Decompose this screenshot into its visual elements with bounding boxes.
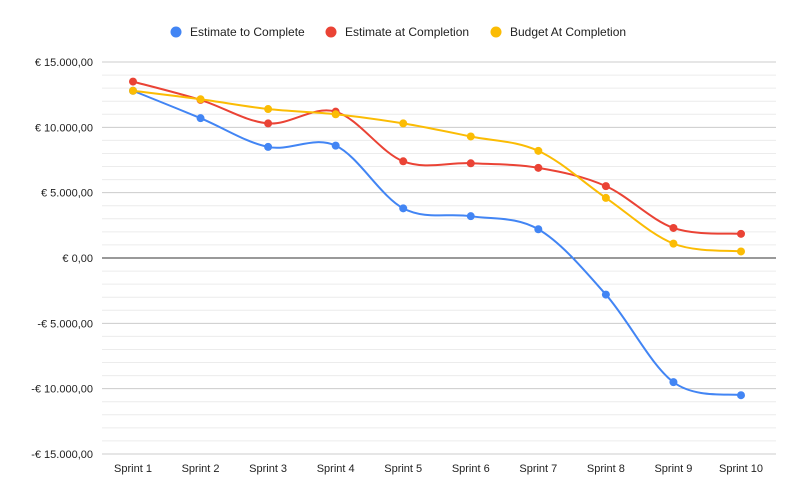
data-point [601, 193, 610, 202]
legend-swatch [170, 26, 182, 38]
x-tick-label: Sprint 8 [587, 463, 625, 475]
legend: Estimate to Complete Estimate at Completi… [170, 25, 626, 39]
series-line [132, 89, 742, 397]
data-point [129, 86, 137, 95]
legend-label: Estimate at Completion [345, 25, 469, 39]
data-point [264, 119, 273, 128]
data-point [737, 391, 745, 400]
data-point [466, 212, 475, 221]
data-point [196, 95, 205, 104]
legend-item: Estimate at Completion [325, 25, 469, 39]
series-line [132, 80, 742, 235]
data-point [466, 132, 475, 141]
data-point [399, 119, 408, 128]
data-point [331, 110, 340, 119]
y-tick-label: -€ 15.000,00 [31, 449, 93, 461]
x-tick-label: Sprint 6 [452, 463, 490, 475]
data-point [669, 239, 678, 248]
x-tick-label: Sprint 10 [719, 463, 763, 475]
x-axis: Sprint 1 Sprint 2 Sprint 3 Sprint 4 Sprint 5… [114, 463, 763, 475]
data-point [399, 157, 408, 166]
data-point [264, 105, 273, 114]
legend-swatch [325, 26, 337, 38]
legend-label: Budget At Completion [510, 25, 626, 39]
data-point [196, 114, 205, 123]
data-point [331, 141, 340, 150]
y-tick-label: -€ 10.000,00 [31, 384, 93, 396]
y-tick-label: € 5.000,00 [41, 188, 93, 200]
series-line [132, 89, 742, 253]
y-axis: € 15.000,00 € 10.000,00 € 5.000,00 € 0,00 -€… [31, 57, 93, 461]
legend-swatch [490, 26, 502, 38]
data-point [466, 159, 475, 168]
data-point [399, 204, 408, 213]
y-tick-label: € 15.000,00 [35, 57, 93, 69]
x-tick-label: Sprint 5 [384, 463, 422, 475]
data-point [534, 146, 543, 155]
x-tick-label: Sprint 1 [114, 463, 152, 475]
data-point [534, 225, 543, 234]
x-tick-label: Sprint 2 [182, 463, 220, 475]
grid-layer [102, 61, 776, 455]
x-tick-label: Sprint 4 [317, 463, 355, 475]
legend-item: Estimate to Complete [170, 25, 305, 39]
data-point [737, 229, 745, 238]
data-point [669, 378, 678, 387]
data-point [737, 247, 745, 256]
y-tick-label: € 10.000,00 [35, 122, 93, 134]
series-budget-at-completion [129, 86, 745, 256]
y-tick-label: € 0,00 [62, 253, 93, 265]
series-estimate-to-complete [129, 86, 745, 400]
legend-label: Estimate to Complete [190, 25, 305, 39]
data-point [264, 142, 273, 151]
data-point [129, 77, 137, 86]
x-tick-label: Sprint 3 [249, 463, 287, 475]
data-point [669, 223, 678, 232]
legend-item: Budget At Completion [490, 25, 626, 39]
y-tick-label: -€ 5.000,00 [37, 318, 93, 330]
data-point [601, 290, 610, 299]
x-tick-label: Sprint 7 [519, 463, 557, 475]
data-point [534, 163, 543, 172]
x-tick-label: Sprint 9 [654, 463, 692, 475]
series-layer [129, 77, 745, 400]
data-point [601, 182, 610, 191]
